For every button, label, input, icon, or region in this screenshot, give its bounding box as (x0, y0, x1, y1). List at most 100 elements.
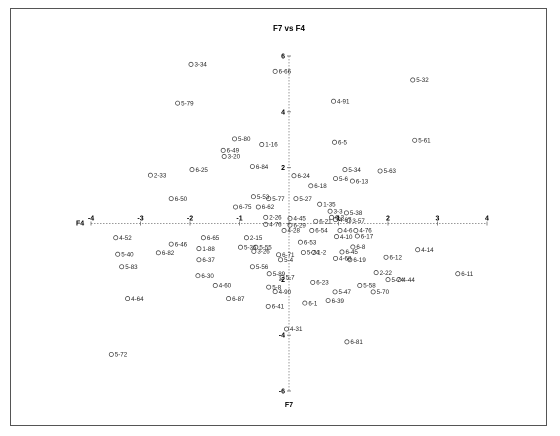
data-point-label: 5-4 (284, 257, 294, 264)
data-point-label: 6-19 (353, 257, 366, 264)
y-tick-label: -4 (279, 333, 285, 340)
data-point-label: 5-47 (339, 289, 352, 296)
data-point (333, 255, 338, 261)
data-point (332, 139, 337, 145)
data-point (415, 247, 421, 253)
data-point-label: 5-53 (257, 194, 270, 201)
data-point-label: 6-3 (335, 215, 345, 222)
data-point (297, 239, 303, 245)
data-point-label: 5-7 (286, 275, 296, 282)
x-tick-label: 3 (436, 216, 440, 223)
y-tick-label: 2 (281, 165, 285, 172)
data-point-label: 3-20 (228, 154, 241, 161)
data-point (357, 283, 363, 288)
x-tick-label: -3 (137, 216, 143, 223)
data-point-label: 4-44 (402, 277, 415, 284)
data-point (266, 196, 272, 202)
data-point (343, 210, 349, 216)
chart-frame: F7 vs F4 F4 F7 -4 -3 -2 -1 1 2 3 4 -6 -4 -2 2 4 6 3-3… (10, 8, 547, 426)
x-tick-label: 1 (337, 216, 341, 223)
data-point (233, 204, 238, 210)
data-point (265, 303, 271, 309)
data-point (309, 228, 315, 233)
data-point (281, 228, 287, 233)
data-point-label: 6-65 (207, 235, 220, 242)
x-axis-label: F4 (76, 221, 84, 228)
data-point (232, 136, 237, 142)
data-point (196, 257, 202, 263)
data-point (259, 142, 265, 147)
data-point-label: 6-21 (319, 218, 332, 225)
data-point-label: 5-6 (339, 176, 349, 183)
data-point-label: 1-16 (265, 142, 278, 149)
data-point-label: 3-57 (352, 218, 365, 225)
data-point-label: 6-53 (304, 239, 317, 246)
data-point (272, 68, 278, 74)
data-point (175, 100, 181, 106)
data-point-label: 3-26 (257, 249, 270, 256)
data-point-label: 5-32 (416, 77, 429, 84)
data-point (331, 98, 336, 104)
data-point (347, 257, 353, 263)
data-point-label: 5-8 (272, 284, 282, 291)
data-point (155, 250, 161, 256)
data-point (302, 300, 308, 306)
data-point-label: 4-28 (288, 228, 301, 235)
data-point (329, 214, 335, 220)
data-point-label: 1-35 (323, 201, 336, 208)
data-point-label: 6-41 (272, 304, 285, 311)
data-point (253, 244, 259, 250)
data-point-label: 4-45 (293, 216, 306, 223)
data-point (168, 196, 174, 202)
data-point-label: 5-70 (377, 289, 390, 296)
y-tick-label: 6 (281, 54, 285, 61)
data-point-label: 6-50 (175, 196, 188, 203)
data-point-label: 1-2 (317, 250, 327, 257)
data-point (385, 277, 391, 283)
data-point-label: 6-24 (297, 173, 310, 180)
data-point-label: 6-23 (316, 280, 329, 287)
data-point-label: 6-84 (256, 164, 269, 171)
data-point-label: 4-67 (339, 217, 352, 224)
data-point (115, 251, 121, 257)
data-point (195, 273, 201, 279)
data-point-label: 6-25 (195, 167, 208, 174)
data-point (196, 246, 202, 252)
data-point-label: 5-80 (238, 136, 251, 143)
data-point (249, 264, 255, 270)
data-point-label: 6-54 (315, 228, 328, 235)
data-point-label: 4-60 (219, 283, 232, 290)
data-point-label: 4-76 (359, 228, 372, 235)
data-point (108, 351, 114, 357)
data-point (334, 234, 339, 240)
data-point (188, 61, 194, 67)
data-point-label: 4-64 (131, 296, 144, 303)
data-point-label: 2-26 (269, 215, 282, 222)
data-point (383, 254, 389, 260)
data-point (200, 235, 206, 241)
data-point (344, 339, 350, 345)
data-point (249, 164, 255, 169)
data-point (293, 196, 299, 202)
data-point (317, 201, 323, 207)
data-point-label: 6-1 (308, 300, 318, 307)
data-point-label: 6-29 (293, 222, 306, 229)
y-tick-label: -6 (279, 389, 285, 396)
data-point-label: 6-81 (350, 339, 363, 346)
data-point (327, 208, 333, 214)
data-point (125, 296, 131, 302)
data-point (313, 218, 319, 224)
data-point-label: 6-12 (390, 254, 403, 261)
data-point-label: 3-34 (194, 62, 207, 69)
data-point-label: 5-89 (273, 271, 286, 278)
data-point (255, 204, 261, 210)
data-point-label: 6-8 (356, 244, 366, 251)
data-point-label: 1-88 (202, 246, 215, 253)
data-point (287, 216, 293, 221)
data-point (346, 218, 352, 224)
data-point (377, 168, 383, 174)
data-point (308, 183, 314, 189)
data-point (342, 167, 348, 173)
data-point-label: 6-71 (282, 252, 295, 259)
